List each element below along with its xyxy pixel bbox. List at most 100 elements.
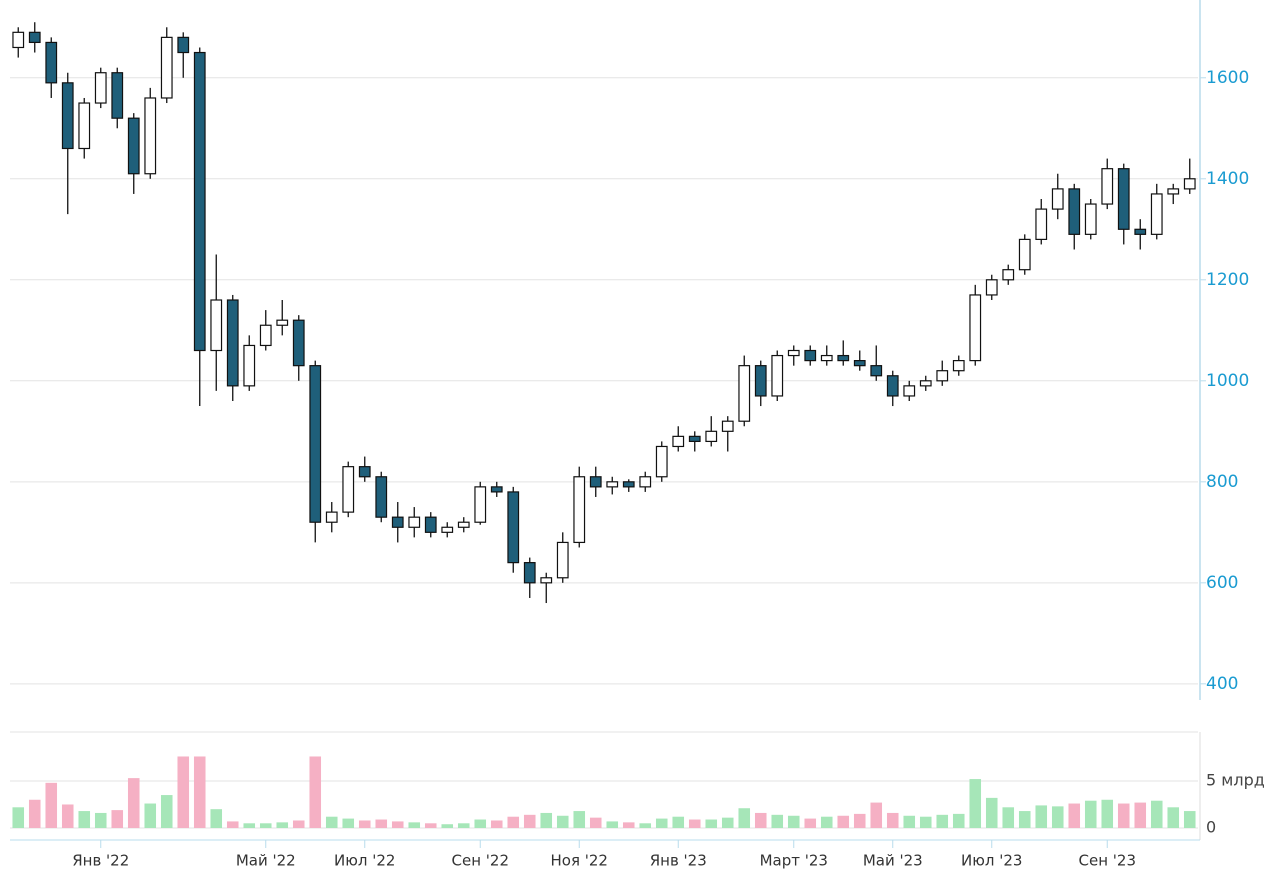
candle-body — [606, 481, 619, 488]
candle-body — [589, 476, 602, 488]
y-tick-label: 400 — [1206, 674, 1238, 694]
candle-body — [408, 516, 421, 528]
candle-body — [540, 577, 553, 584]
volume-bar — [556, 815, 569, 828]
volume-bar — [78, 811, 91, 828]
volume-bar — [1051, 806, 1064, 828]
candle-body — [276, 319, 289, 326]
volume-bar — [243, 823, 256, 828]
candle-body — [1051, 188, 1064, 210]
candle-body — [474, 486, 487, 523]
candle-body — [391, 516, 404, 528]
candle-body — [556, 541, 569, 579]
candle-body — [688, 435, 701, 443]
candle-body — [771, 354, 784, 397]
volume-bar — [622, 822, 635, 828]
volume-bar — [144, 803, 157, 828]
candle-body — [1183, 178, 1196, 190]
candle-body — [1002, 269, 1015, 281]
candle-body — [12, 31, 25, 49]
volume-bar — [919, 816, 932, 828]
volume-bar — [276, 822, 289, 828]
candle-body — [424, 516, 437, 533]
volume-bar — [259, 823, 272, 828]
candle-body — [45, 41, 58, 84]
candle-body — [622, 481, 635, 488]
y-tick-label: 1600 — [1206, 68, 1249, 88]
candle-body — [1101, 168, 1114, 205]
volume-bar — [177, 756, 190, 828]
candle-body — [655, 445, 668, 478]
x-tick-label: Сен '22 — [452, 852, 510, 870]
volume-bar — [61, 804, 74, 828]
volume-bar — [903, 815, 916, 828]
candle-body — [985, 279, 998, 296]
y-tick-label: 800 — [1206, 472, 1238, 492]
candle-body — [61, 82, 74, 150]
candle-body — [78, 102, 91, 150]
y-tick-label: 5 млрд — [1206, 770, 1265, 789]
candle-body — [820, 354, 833, 362]
candle-body — [952, 360, 965, 372]
x-tick-label: Март '23 — [760, 852, 828, 870]
candle-body — [28, 31, 41, 44]
candle-body — [177, 36, 190, 54]
x-tick-label: Июл '23 — [961, 852, 1022, 870]
x-tick-label: Янв '23 — [650, 852, 707, 870]
x-tick-label: Май '22 — [236, 852, 296, 870]
y-tick-label: 0 — [1206, 818, 1216, 837]
volume-bar — [606, 821, 619, 828]
candle-body — [886, 375, 899, 397]
volume-bar — [226, 821, 239, 828]
volume-bar — [936, 814, 949, 828]
volume-bar — [111, 810, 124, 828]
candle-body — [1018, 238, 1031, 271]
candle-body — [787, 349, 800, 357]
x-tick-label: Июл '22 — [334, 852, 395, 870]
candle-body — [1084, 203, 1097, 235]
candle-body — [705, 430, 718, 443]
volume-bar — [820, 816, 833, 828]
candle-body — [358, 466, 371, 478]
volume-bar — [523, 814, 536, 828]
candle-body — [309, 365, 322, 523]
candle-body — [325, 511, 338, 523]
candle-body — [243, 344, 256, 387]
volume-bar — [1018, 811, 1031, 828]
candle-body — [127, 117, 140, 175]
candle-body — [292, 319, 305, 367]
volume-bar — [1183, 811, 1196, 828]
volume-bar — [705, 819, 718, 828]
volume-bar — [424, 823, 437, 828]
candle-body — [573, 476, 586, 544]
volume-bar — [639, 823, 652, 828]
volume-bar — [804, 818, 817, 828]
candle-body — [144, 97, 157, 175]
volume-bar — [1167, 807, 1180, 828]
candle-body — [210, 299, 223, 352]
y-tick-label: 1400 — [1206, 169, 1249, 189]
candle-body — [160, 36, 173, 99]
volume-bar — [45, 782, 58, 828]
volume-bar — [1101, 799, 1114, 828]
volume-bar — [292, 820, 305, 828]
candle-body — [1167, 188, 1180, 195]
candle-body — [1150, 193, 1163, 235]
candle-body — [1117, 168, 1130, 230]
volume-bar — [837, 815, 850, 828]
x-tick-label: Сен '23 — [1079, 852, 1137, 870]
candle-body — [259, 324, 272, 347]
volume-bar — [589, 817, 602, 828]
candle-body — [94, 72, 107, 104]
volume-bar — [771, 814, 784, 828]
y-tick-label: 1200 — [1206, 270, 1249, 290]
candle-body — [490, 486, 503, 493]
candle-body — [226, 299, 239, 387]
candle-body — [111, 72, 124, 119]
volume-bar — [28, 799, 41, 828]
candle-body — [1035, 208, 1048, 240]
volume-bar — [490, 820, 503, 828]
volume-bar — [94, 812, 107, 828]
volume-bar — [441, 824, 454, 828]
